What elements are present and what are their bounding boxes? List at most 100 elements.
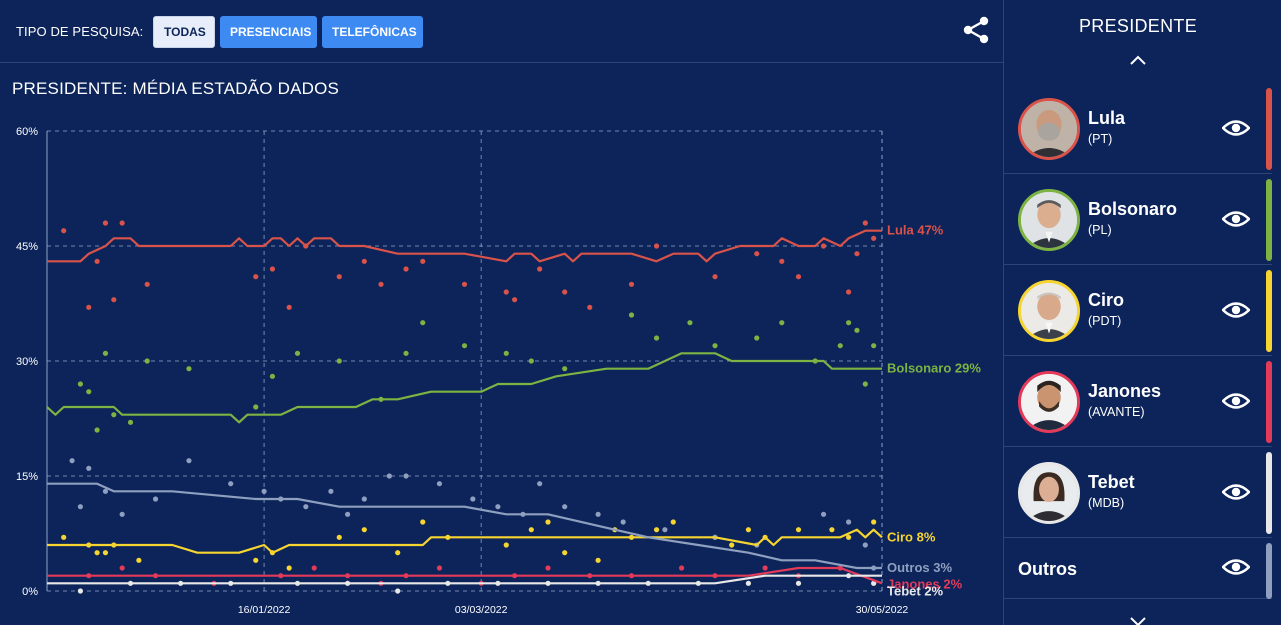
poll-point-outros — [386, 473, 392, 479]
end-label-lula: Lula 47% — [887, 223, 944, 238]
poll-point-outros — [345, 511, 351, 517]
poll-point-lula — [754, 251, 760, 257]
poll-point-bolsonaro — [186, 366, 192, 372]
poll-point-ciro — [846, 534, 852, 540]
poll-point-janones — [679, 565, 685, 571]
poll-point-ciro — [102, 550, 109, 556]
poll-point-ciro — [286, 565, 292, 571]
candidate-card-bolsonaro[interactable]: Bolsonaro (PL) — [1004, 175, 1272, 265]
poll-point-outros — [662, 527, 668, 533]
poll-point-lula — [562, 289, 568, 295]
poll-point-lula — [253, 274, 259, 280]
poll-point-outros — [470, 496, 476, 502]
poll-point-bolsonaro — [862, 381, 868, 387]
end-label-bolsonaro: Bolsonaro 29% — [887, 361, 981, 376]
poll-point-lula — [461, 281, 468, 287]
series-line-bolsonaro — [46, 352, 882, 424]
poll-point-ciro — [562, 550, 568, 556]
poll-point-janones — [545, 565, 551, 571]
eye-icon[interactable] — [1222, 208, 1250, 230]
share-icon[interactable] — [960, 14, 992, 46]
poll-point-janones — [436, 565, 443, 571]
candidate-card-ciro[interactable]: Ciro (PDT) — [1004, 266, 1272, 356]
poll-point-bolsonaro — [86, 389, 92, 395]
poll-point-lula — [871, 235, 877, 241]
poll-point-outros — [77, 504, 83, 510]
avatar — [1018, 462, 1080, 524]
poll-point-bolsonaro — [779, 320, 785, 326]
poll-point-outros — [261, 488, 267, 494]
poll-point-outros — [152, 496, 159, 502]
poll-point-lula — [846, 289, 852, 295]
candidate-card-lula[interactable]: Lula (PT) — [1004, 84, 1272, 174]
poll-point-bolsonaro — [653, 335, 660, 341]
poll-point-bolsonaro — [94, 427, 100, 433]
poll-point-ciro — [420, 519, 426, 525]
poll-point-bolsonaro — [253, 404, 259, 410]
filter-bar: TIPO DE PESQUISA: TODAS PRESENCIAIS TELE… — [0, 0, 1003, 63]
candidate-card-outros[interactable]: Outros — [1004, 539, 1272, 599]
series-lines — [46, 229, 883, 585]
candidate-card-janones[interactable]: Janones (AVANTE) — [1004, 357, 1272, 447]
candidate-party: (MDB) — [1088, 496, 1125, 510]
poll-point-outros — [436, 481, 443, 487]
candidate-party: (PL) — [1088, 223, 1112, 237]
poll-point-bolsonaro — [562, 366, 568, 372]
poll-point-outros — [862, 542, 868, 548]
poll-point-janones — [762, 565, 768, 571]
poll-point-outros — [820, 511, 827, 517]
poll-point-janones — [311, 565, 317, 571]
poll-point-tebet — [871, 580, 877, 586]
poll-point-ciro — [829, 527, 835, 533]
filter-telefonicas-button[interactable]: TELEFÔNICAS — [322, 16, 423, 48]
candidate-color-bar — [1266, 543, 1272, 599]
filter-todas-button[interactable]: TODAS — [153, 16, 215, 48]
poll-point-ciro — [795, 527, 802, 533]
poll-point-janones — [119, 565, 125, 571]
eye-icon[interactable] — [1222, 481, 1250, 503]
poll-point-bolsonaro — [687, 320, 693, 326]
x-tick-label: 16/01/2022 — [238, 604, 291, 616]
eye-icon[interactable] — [1222, 299, 1250, 321]
poll-point-outros — [846, 519, 852, 525]
poll-point-lula — [587, 304, 593, 310]
poll-point-ciro — [136, 557, 142, 563]
poll-point-outros — [228, 481, 234, 487]
eye-icon[interactable] — [1222, 556, 1250, 578]
poll-point-bolsonaro — [528, 358, 534, 364]
series-line-lula — [47, 229, 882, 263]
chevron-down-icon[interactable] — [1128, 615, 1148, 625]
axes: 60% 45% 30% 15% 0% 16/01/2022 03/03/2022 30/05/… — [16, 126, 908, 616]
poll-point-ciro — [670, 519, 676, 525]
poll-point-ciro — [745, 527, 752, 533]
poll-point-bolsonaro — [837, 343, 843, 349]
candidate-name: Bolsonaro — [1088, 199, 1178, 219]
candidate-name: Tebet — [1088, 472, 1135, 492]
poll-point-lula — [269, 266, 276, 272]
poll-point-ciro — [336, 534, 342, 540]
poll-point-ciro — [545, 519, 551, 525]
avatar — [1018, 280, 1080, 342]
eye-icon[interactable] — [1222, 117, 1250, 139]
poll-point-outros — [403, 473, 409, 479]
poll-point-lula — [403, 266, 409, 272]
filter-presenciais-button[interactable]: PRESENCIAIS — [220, 16, 317, 48]
poll-point-bolsonaro — [127, 419, 134, 425]
chevron-up-icon[interactable] — [1128, 52, 1148, 68]
eye-icon[interactable] — [1222, 390, 1250, 412]
avatar — [1018, 98, 1080, 160]
chart-pane: TIPO DE PESQUISA: TODAS PRESENCIAIS TELE… — [0, 0, 1003, 616]
poll-point-bolsonaro — [294, 350, 301, 356]
poll-point-lula — [712, 274, 718, 280]
poll-point-bolsonaro — [628, 312, 635, 318]
poll-point-outros — [361, 496, 367, 502]
poll-point-bolsonaro — [854, 327, 860, 333]
candidates-panel: PRESIDENTE Lula (PT) — [1003, 0, 1281, 625]
avatar — [1018, 371, 1080, 433]
end-label-tebet: Tebet 2% — [887, 584, 944, 599]
end-label-outros: Outros 3% — [887, 560, 952, 575]
poll-point-ciro — [61, 534, 67, 540]
candidate-party: (PDT) — [1088, 314, 1122, 328]
candidate-card-tebet[interactable]: Tebet (MDB) — [1004, 448, 1272, 538]
